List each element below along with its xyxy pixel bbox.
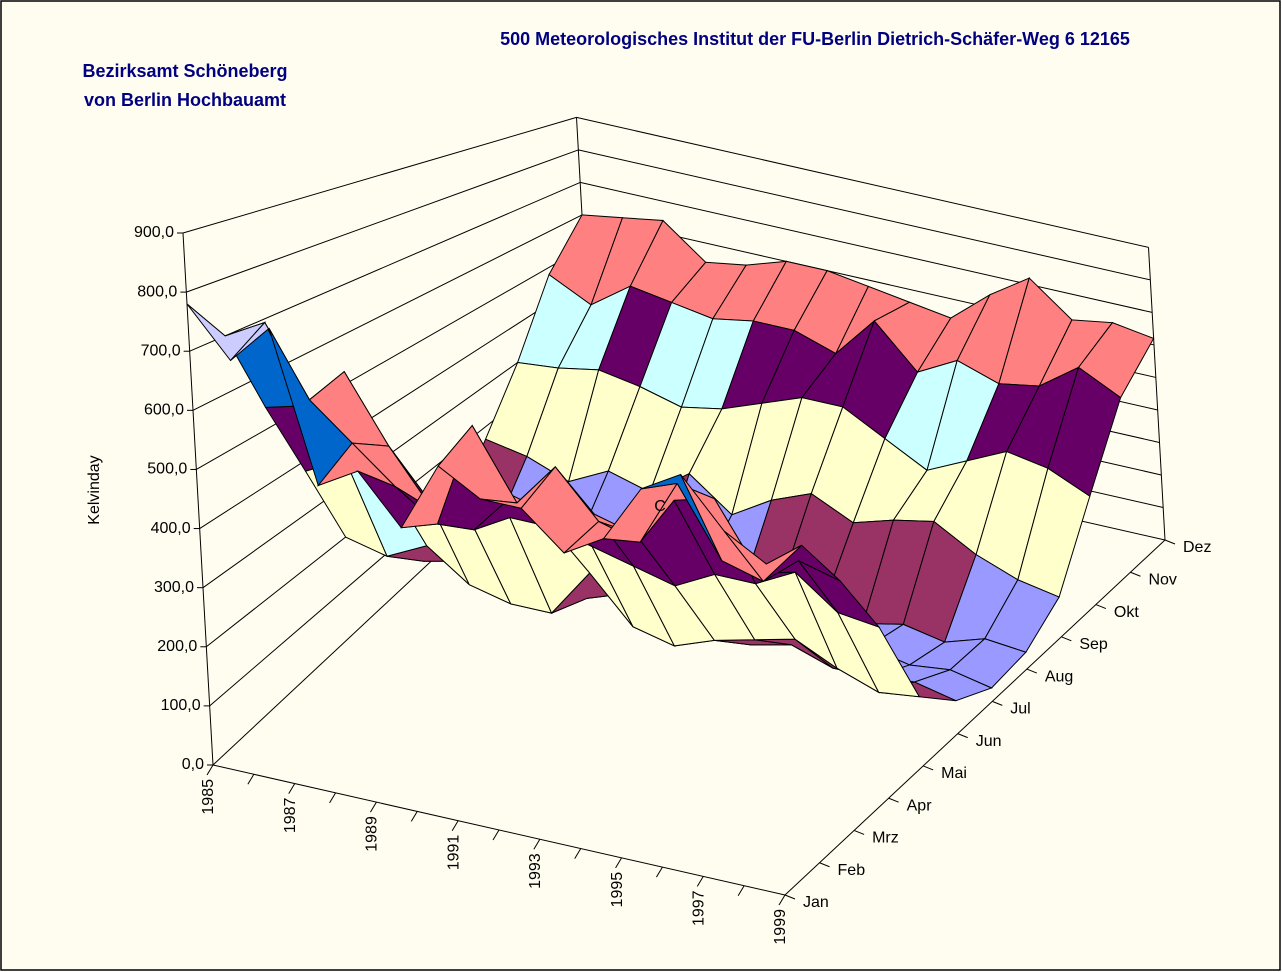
y-tick-label: 300,0 xyxy=(154,579,194,596)
tick-mark xyxy=(888,797,899,803)
grid-line xyxy=(189,181,581,352)
grid-line xyxy=(182,116,577,234)
y-tick-label: 800,0 xyxy=(137,283,177,300)
tick-mark xyxy=(737,885,745,896)
x-tick-label: 1987 xyxy=(282,797,299,833)
tick-mark xyxy=(247,774,255,785)
tick-mark xyxy=(853,829,865,835)
chart-subtitle: Bezirksamt Schöneberg xyxy=(82,61,287,81)
tick-mark xyxy=(922,765,934,771)
tick-mark xyxy=(574,848,582,859)
y-tick-label: 400,0 xyxy=(151,520,191,537)
y-tick-label: 700,0 xyxy=(141,342,181,359)
grid-line xyxy=(578,149,1151,281)
tick-mark xyxy=(451,820,459,831)
tick-mark xyxy=(492,829,500,841)
tick-mark xyxy=(1130,571,1141,577)
tick-mark xyxy=(957,733,968,739)
tick-mark xyxy=(615,857,623,869)
tick-mark xyxy=(655,866,663,878)
chart-title: 500 Meteorologisches Institut der FU-Ber… xyxy=(500,29,1130,49)
x-tick-label: 1989 xyxy=(364,816,381,852)
x-tick-label: 1997 xyxy=(691,890,708,926)
tick-mark xyxy=(1095,604,1107,610)
tick-mark xyxy=(533,839,541,850)
axis-line xyxy=(784,539,1166,896)
z-tick-label: Apr xyxy=(907,797,933,814)
tick-mark xyxy=(696,876,704,887)
tick-mark xyxy=(992,700,1003,706)
z-tick-label: Nov xyxy=(1148,571,1176,588)
grid-line xyxy=(576,116,1149,248)
grid-line xyxy=(196,247,585,470)
chart-subtitle: von Berlin Hochbauamt xyxy=(84,90,286,110)
tick-mark xyxy=(784,894,796,900)
y-tick-label: 500,0 xyxy=(147,461,187,478)
z-tick-label: Sep xyxy=(1079,636,1108,653)
z-tick-label: Jul xyxy=(1010,701,1030,718)
z-tick-label: Okt xyxy=(1114,604,1139,621)
y-tick-label: 100,0 xyxy=(161,697,201,714)
tick-mark xyxy=(288,783,296,794)
tick-mark xyxy=(1061,636,1072,642)
tick-mark xyxy=(1026,668,1038,674)
z-tick-label: Jun xyxy=(976,733,1002,750)
x-tick-label: 1991 xyxy=(445,835,462,871)
x-tick-label: 1985 xyxy=(200,779,217,815)
x-tick-label: 1999 xyxy=(772,909,789,945)
tick-mark xyxy=(206,764,214,776)
y-axis-label: Kelvinday xyxy=(86,455,103,524)
annotation: C xyxy=(654,498,666,515)
z-tick-label: Aug xyxy=(1045,668,1073,685)
tick-mark xyxy=(369,801,377,813)
z-tick-label: Mai xyxy=(941,765,967,782)
axis-line xyxy=(182,232,214,766)
grid-line xyxy=(186,149,579,293)
z-tick-label: Dez xyxy=(1183,539,1211,556)
x-tick-label: 1993 xyxy=(527,853,544,889)
y-tick-label: 600,0 xyxy=(144,402,184,419)
z-tick-label: Feb xyxy=(838,862,866,879)
y-tick-label: 0,0 xyxy=(182,756,204,773)
y-tick-label: 900,0 xyxy=(134,224,174,241)
y-tick-label: 200,0 xyxy=(157,638,197,655)
tick-mark xyxy=(778,894,786,906)
tick-mark xyxy=(329,792,337,804)
tick-mark xyxy=(410,811,418,822)
tick-mark xyxy=(819,862,830,868)
surface-cell xyxy=(723,530,802,583)
x-tick-label: 1995 xyxy=(609,872,626,908)
grid-line xyxy=(199,279,586,529)
grid-line xyxy=(580,181,1153,313)
z-tick-label: Mrz xyxy=(872,830,899,847)
tick-mark xyxy=(1164,539,1176,545)
axis-line xyxy=(1148,247,1166,541)
z-tick-label: Jan xyxy=(803,894,829,911)
